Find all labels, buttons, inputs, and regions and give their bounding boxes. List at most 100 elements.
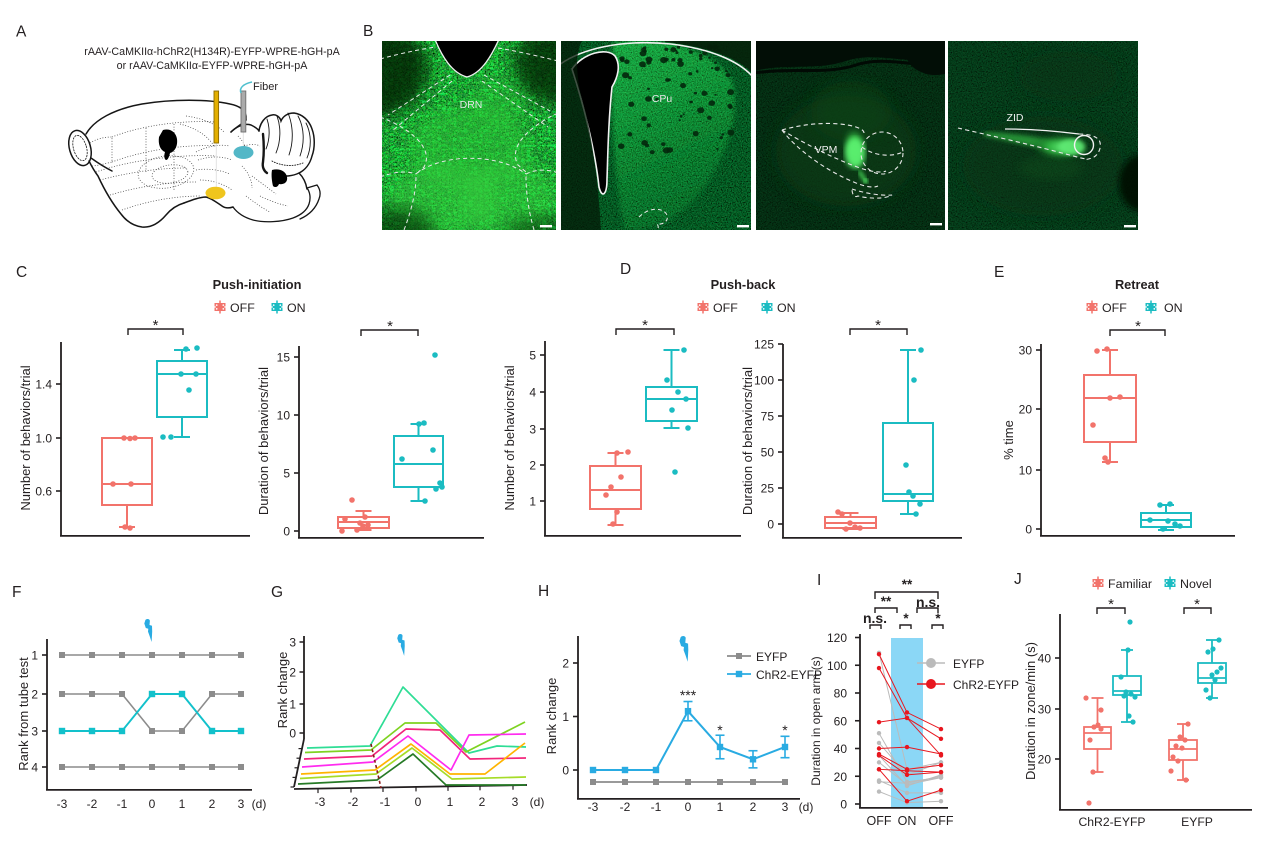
- svg-text:10: 10: [277, 409, 291, 423]
- svg-text:OFF: OFF: [1102, 301, 1127, 315]
- svg-text:F: F: [12, 584, 21, 601]
- svg-text:2: 2: [562, 657, 569, 671]
- svg-text:0: 0: [283, 525, 290, 539]
- svg-text:3: 3: [289, 636, 296, 650]
- svg-text:Retreat: Retreat: [1115, 277, 1160, 292]
- svg-text:1: 1: [717, 800, 724, 814]
- svg-text:C: C: [16, 264, 27, 281]
- svg-text:0: 0: [767, 518, 774, 532]
- svg-text:2: 2: [529, 459, 536, 473]
- svg-text:EYFP: EYFP: [1181, 815, 1213, 829]
- svg-text:***: ***: [680, 687, 697, 703]
- svg-text:60: 60: [834, 714, 848, 728]
- svg-text:OFF: OFF: [230, 301, 255, 315]
- svg-text:G: G: [271, 584, 283, 601]
- svg-text:2: 2: [289, 666, 296, 680]
- svg-text:n.s.: n.s.: [863, 610, 887, 626]
- svg-text:0: 0: [415, 795, 422, 809]
- svg-text:30: 30: [1019, 344, 1033, 358]
- svg-text:ON: ON: [1164, 301, 1183, 315]
- svg-text:*: *: [1108, 596, 1114, 613]
- svg-text:*: *: [1194, 596, 1200, 613]
- svg-text:*: *: [642, 317, 648, 334]
- svg-text:25: 25: [761, 482, 775, 496]
- svg-text:Push-back: Push-back: [711, 277, 777, 292]
- svg-text:(d): (d): [252, 797, 267, 811]
- svg-text:1: 1: [529, 495, 536, 509]
- svg-text:**: **: [902, 577, 913, 592]
- svg-text:100: 100: [827, 659, 847, 673]
- svg-text:4: 4: [31, 761, 38, 775]
- svg-text:125: 125: [754, 338, 774, 352]
- svg-text:E: E: [994, 264, 1004, 281]
- svg-text:Number of behaviors/trial: Number of behaviors/trial: [502, 365, 517, 510]
- svg-text:40: 40: [1038, 652, 1052, 666]
- svg-text:Novel: Novel: [1180, 577, 1212, 591]
- svg-text:0.6: 0.6: [35, 485, 52, 499]
- svg-text:ChR2-EYFP: ChR2-EYFP: [756, 668, 822, 682]
- svg-text:Familiar: Familiar: [1108, 577, 1152, 591]
- svg-text:1: 1: [179, 797, 186, 811]
- svg-text:ON: ON: [898, 814, 917, 828]
- svg-text:A: A: [16, 24, 27, 41]
- svg-text:-2: -2: [620, 800, 631, 814]
- svg-text:-3: -3: [57, 797, 68, 811]
- svg-text:0: 0: [1025, 523, 1032, 537]
- svg-text:(d): (d): [530, 795, 545, 809]
- svg-text:30: 30: [1038, 703, 1052, 717]
- svg-text:Rank change: Rank change: [275, 652, 290, 729]
- svg-text:H: H: [538, 583, 549, 600]
- svg-text:D: D: [620, 261, 631, 278]
- svg-text:Duration in open arm (s): Duration in open arm (s): [809, 656, 823, 785]
- svg-text:Rank from tube test: Rank from tube test: [16, 657, 31, 771]
- svg-text:1: 1: [31, 649, 38, 663]
- svg-text:CPu: CPu: [652, 93, 673, 105]
- svg-text:1: 1: [447, 795, 454, 809]
- svg-text:Number of behaviors/trial: Number of behaviors/trial: [18, 365, 33, 510]
- svg-text:OFF: OFF: [929, 814, 954, 828]
- svg-text:(d): (d): [799, 800, 814, 814]
- svg-text:EYFP: EYFP: [756, 650, 787, 664]
- svg-text:3: 3: [512, 795, 519, 809]
- svg-text:2: 2: [479, 795, 486, 809]
- svg-text:ON: ON: [777, 301, 796, 315]
- svg-text:Duration of behaviors/trial: Duration of behaviors/trial: [740, 367, 755, 515]
- svg-text:*: *: [387, 318, 393, 335]
- svg-text:-1: -1: [117, 797, 128, 811]
- svg-text:5: 5: [283, 467, 290, 481]
- svg-text:0: 0: [840, 798, 847, 812]
- svg-text:2: 2: [209, 797, 216, 811]
- svg-text:0: 0: [562, 764, 569, 778]
- svg-text:-3: -3: [588, 800, 599, 814]
- svg-text:I: I: [817, 572, 821, 589]
- svg-text:3: 3: [31, 725, 38, 739]
- svg-text:*: *: [782, 722, 788, 738]
- svg-text:Fiber: Fiber: [253, 81, 278, 93]
- svg-text:n.s.: n.s.: [916, 594, 940, 610]
- svg-text:ChR2-EYFP: ChR2-EYFP: [1078, 815, 1145, 829]
- svg-text:Push-initiation: Push-initiation: [213, 277, 302, 292]
- svg-text:3: 3: [782, 800, 789, 814]
- svg-text:1.0: 1.0: [35, 432, 52, 446]
- svg-text:5: 5: [529, 349, 536, 363]
- svg-text:10: 10: [1019, 464, 1033, 478]
- svg-text:rAAV-CaMKIIα-hChR2(H134R)-EYFP: rAAV-CaMKIIα-hChR2(H134R)-EYFP-WPRE-hGH-…: [84, 46, 340, 58]
- svg-text:VPM: VPM: [815, 144, 838, 156]
- svg-text:-2: -2: [87, 797, 98, 811]
- svg-text:ON: ON: [287, 301, 306, 315]
- svg-text:*: *: [1135, 318, 1141, 335]
- svg-text:15: 15: [277, 351, 291, 365]
- svg-text:1: 1: [562, 710, 569, 724]
- svg-text:3: 3: [529, 423, 536, 437]
- svg-text:B: B: [363, 23, 373, 40]
- svg-text:or rAAV-CaMKIIα-EYFP-WPRE-hGH-: or rAAV-CaMKIIα-EYFP-WPRE-hGH-pA: [117, 60, 309, 72]
- svg-text:2: 2: [750, 800, 757, 814]
- svg-text:*: *: [935, 611, 941, 626]
- svg-text:0: 0: [685, 800, 692, 814]
- svg-text:*: *: [717, 722, 723, 738]
- svg-text:EYFP: EYFP: [953, 657, 984, 671]
- svg-text:-1: -1: [651, 800, 662, 814]
- svg-text:ChR2-EYFP: ChR2-EYFP: [953, 678, 1019, 692]
- svg-text:*: *: [903, 611, 909, 626]
- svg-text:40: 40: [834, 742, 848, 756]
